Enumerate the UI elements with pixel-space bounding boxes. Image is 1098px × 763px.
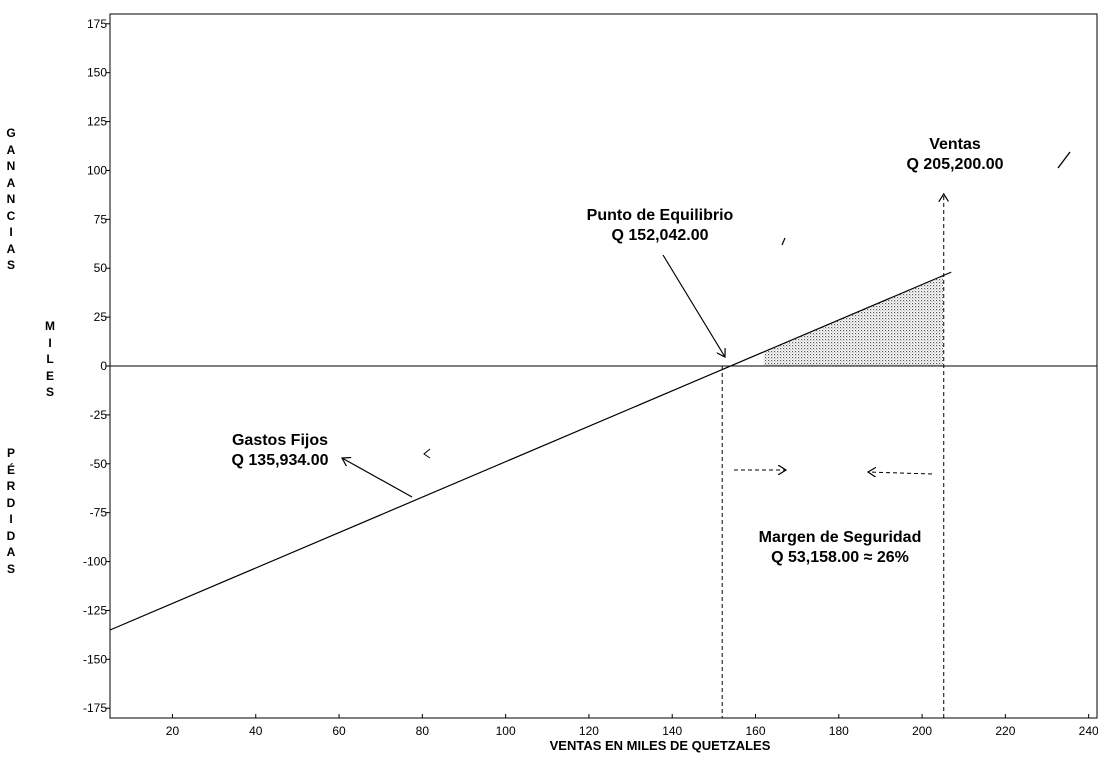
y-tick-label: -175 [83,701,107,715]
y-label-letter: E [45,368,54,383]
profit-line [109,271,952,631]
x-tick-label: 80 [416,724,430,738]
sales-annotation: Ventas Q 205,200.00 [880,135,1030,175]
y-tick-label: 75 [94,212,108,226]
x-tick-label: 120 [579,724,599,738]
x-tick-label: 200 [912,724,932,738]
x-axis-ticks: 20 40 60 80 100 120 140 160 180 200 220 240 [166,714,1098,738]
x-tick-label: 40 [249,724,263,738]
stray-mark [781,237,786,246]
y-label-letter: I [48,335,52,350]
y-label-letter: C [6,208,16,223]
y-tick-label: -150 [83,652,107,666]
y-axis-ticks: 175 150 125 100 75 50 25 0 -25 -50 -75 -100 -125 -150… [83,17,110,715]
break-even-value: Q 152,042.00 [611,227,709,244]
stray-mark [423,448,431,459]
break-even-annotation: Punto de Equilibrio Q 152,042.00 [560,206,760,246]
x-tick-label: 180 [829,724,849,738]
break-even-arrow [662,254,725,357]
y-label-letter: G [6,126,16,140]
y-label-letter: M [45,319,55,333]
sales-title: Ventas [929,136,981,153]
y-label-letter: A [6,545,16,559]
fixed-costs-title: Gastos Fijos [231,432,329,449]
y-label-letter: A [6,175,16,190]
y-label-letter: S [6,258,15,272]
stray-mark [1057,151,1071,169]
margin-annotation: Margen de Seguridad Q 53,158.00 ≈ 26% [725,528,955,568]
y-label-letter: P [6,446,15,460]
x-tick-label: 100 [496,724,516,738]
margin-value: Q 53,158.00 ≈ 26% [771,549,909,566]
y-tick-label: -100 [83,555,107,569]
profit-shaded-area [763,275,943,366]
y-tick-label: -125 [83,603,107,617]
fixed-costs-annotation: Gastos Fijos Q 135,934.00 [205,431,355,471]
y-label-letter: I [9,225,13,239]
y-tick-label: 125 [87,115,107,129]
break-even-title: Punto de Equilibrio [586,207,734,224]
y-tick-label: 150 [87,66,107,80]
x-tick-label: 220 [995,724,1015,738]
sales-value: Q 205,200.00 [906,156,1004,173]
y-label-letter: A [6,142,16,157]
y-label-letter: L [46,352,54,366]
fixed-costs-arrow [342,458,413,498]
y-label-letter: S [45,385,54,399]
y-tick-label: 0 [100,359,107,373]
x-tick-label: 240 [1079,724,1098,738]
x-tick-label: 60 [332,724,346,738]
y-label-letter: É [6,462,15,477]
y-label-letter: N [6,159,16,173]
y-label-letter: S [6,561,15,576]
x-tick-label: 160 [745,724,765,738]
y-label-letter: I [9,512,13,526]
margin-arrow-left [868,472,933,474]
x-tick-label: 20 [166,724,180,738]
y-tick-label: 50 [94,261,108,275]
x-tick-label: 140 [662,724,682,738]
y-tick-label: 175 [87,17,107,31]
y-label-letter: D [6,495,16,510]
y-label-letter: A [6,241,16,256]
y-label-letter: R [6,479,16,493]
x-axis-label: VENTAS EN MILES DE QUETZALES [549,738,771,753]
y-tick-label: -50 [90,457,108,471]
margin-title: Margen de Seguridad [758,529,922,546]
y-tick-label: 25 [94,310,108,324]
y-tick-label: 100 [87,163,107,177]
y-tick-label: -75 [90,506,108,520]
y-label-letter: N [6,192,16,206]
fixed-costs-value: Q 135,934.00 [231,452,329,469]
y-tick-label: -25 [90,408,108,422]
y-label-letter: D [6,528,16,543]
